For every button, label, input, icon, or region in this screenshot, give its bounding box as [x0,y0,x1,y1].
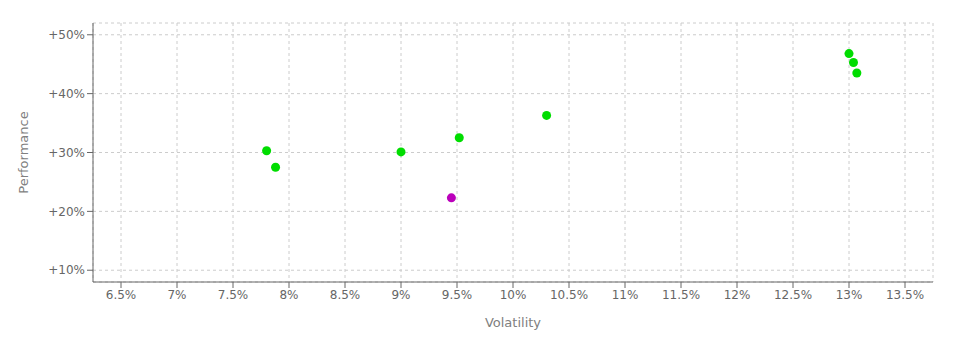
svg-text:+10%: +10% [48,263,85,277]
svg-text:8.5%: 8.5% [330,288,361,302]
svg-text:+40%: +40% [48,87,85,101]
svg-text:6.5%: 6.5% [106,288,137,302]
svg-text:+30%: +30% [48,146,85,160]
svg-text:13%: 13% [836,288,863,302]
svg-text:+50%: +50% [48,28,85,42]
svg-text:11%: 11% [612,288,639,302]
svg-text:9.5%: 9.5% [442,288,473,302]
svg-text:7%: 7% [167,288,186,302]
svg-text:7.5%: 7.5% [218,288,249,302]
svg-text:Performance: Performance [16,111,31,193]
svg-text:10.5%: 10.5% [550,288,588,302]
svg-text:10%: 10% [500,288,527,302]
svg-text:13.5%: 13.5% [886,288,924,302]
svg-text:9%: 9% [391,288,410,302]
svg-text:12.5%: 12.5% [774,288,812,302]
svg-text:Volatility: Volatility [485,315,541,330]
svg-text:+20%: +20% [48,205,85,219]
svg-text:11.5%: 11.5% [662,288,700,302]
svg-text:8%: 8% [279,288,298,302]
svg-text:12%: 12% [724,288,751,302]
